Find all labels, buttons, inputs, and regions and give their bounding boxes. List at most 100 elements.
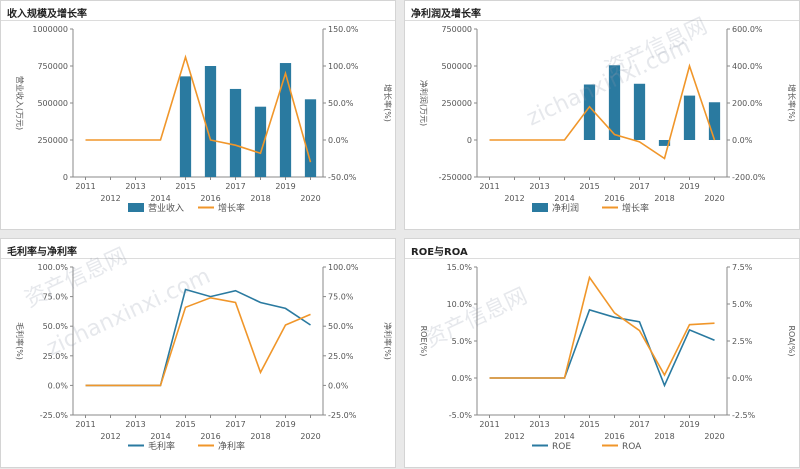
y-tick-label-left: 0	[63, 173, 68, 182]
series-line	[489, 275, 715, 379]
y-tick-label-left: 500000	[37, 99, 68, 108]
x-tick-label: 2017	[225, 420, 245, 429]
x-tick-label: 2014	[150, 194, 170, 203]
panel-title-roe: ROE与ROA	[411, 247, 468, 258]
y-tick-label-left: 0.0%	[48, 381, 69, 390]
x-tick-label: 2016	[604, 194, 624, 203]
y-tick-label-left: 25.0%	[43, 352, 69, 361]
y-tick-label-left: -250000	[439, 173, 472, 182]
x-tick-label: 2017	[629, 182, 649, 191]
x-tick-label: 2018	[250, 194, 270, 203]
legend-label: 增长率	[622, 202, 649, 214]
panel-divider	[405, 258, 799, 259]
y-axis-title-right: 增长率(%)	[787, 84, 797, 122]
y-tick-label-right: 75.0%	[328, 293, 354, 302]
legend-label: ROE	[552, 442, 571, 452]
y-tick-label-right: 200.0%	[732, 99, 763, 108]
x-tick-label: 2015	[175, 420, 195, 429]
legend-swatch	[532, 203, 548, 212]
y-axis-title-right: ROA(%)	[787, 325, 796, 356]
y-tick-label-right: 50.0%	[328, 322, 354, 331]
x-tick-label: 2018	[654, 432, 674, 441]
y-tick-label-left: 0.0%	[452, 374, 473, 383]
bar	[179, 76, 192, 177]
y-tick-label-right: -200.0%	[732, 173, 766, 182]
y-tick-label-left: 0	[467, 136, 472, 145]
legend-label: 毛利率	[148, 440, 175, 452]
y-tick-label-right: 0.0%	[328, 136, 349, 145]
y-axis-title-left: 营业收入(万元)	[15, 76, 25, 130]
legend-label: ROA	[622, 442, 642, 452]
legend-label: 增长率	[218, 202, 245, 214]
x-tick-label: 2011	[75, 420, 95, 429]
y-tick-label-right: 5.0%	[732, 300, 753, 309]
y-tick-label-right: 150.0%	[328, 25, 359, 34]
x-tick-label: 2020	[704, 432, 724, 441]
bar	[304, 99, 317, 177]
x-tick-label: 2019	[679, 420, 699, 429]
series-line	[85, 54, 312, 163]
x-tick-label: 2019	[275, 182, 295, 191]
legend-label: 净利润	[552, 202, 579, 214]
x-tick-label: 2016	[604, 432, 624, 441]
y-tick-label-left: 500000	[441, 62, 472, 71]
bar	[254, 106, 267, 177]
x-tick-label: 2013	[125, 420, 145, 429]
x-tick-label: 2018	[250, 432, 270, 441]
bar	[229, 88, 242, 177]
y-axis-title-right: 增长率(%)	[383, 84, 393, 122]
panel-title-margin: 毛利率与净利率	[7, 247, 77, 258]
y-tick-label-left: 750000	[37, 62, 68, 71]
y-tick-label-right: 100.0%	[328, 62, 359, 71]
x-tick-label: 2017	[629, 420, 649, 429]
bar	[608, 65, 621, 140]
legend-swatch	[128, 203, 144, 212]
roe-chart: -5.0% 0.0% 5.0% 10.0% 15.0% -2.5% 0.0% 2.5% 5.0%…	[419, 263, 796, 452]
y-tick-label-left: 50.0%	[43, 322, 69, 331]
bar	[683, 95, 696, 140]
y-tick-label-left: 100.0%	[37, 263, 68, 272]
y-tick-label-left: 1000000	[32, 25, 68, 34]
y-tick-label-right: -25.0%	[328, 411, 357, 420]
revenue-chart: 0 250000 500000 750000 1000000 -50.0% 0.0% 50.0…	[15, 25, 393, 214]
y-tick-label-right: 400.0%	[732, 62, 763, 71]
y-axis-title-right: 净利率(%)	[383, 322, 393, 360]
panel-revenue: 收入规模及增长率 0 250000 500000 750000 1000000 -50.0…	[0, 0, 396, 230]
y-tick-label-right: -2.5%	[732, 411, 756, 420]
x-tick-label: 2014	[554, 194, 574, 203]
y-tick-label-right: 25.0%	[328, 352, 354, 361]
y-tick-label-right: -50.0%	[328, 173, 357, 182]
y-tick-label-left: 5.0%	[452, 337, 473, 346]
x-tick-label: 2011	[75, 182, 95, 191]
y-tick-label-right: 7.5%	[732, 263, 753, 272]
x-tick-label: 2011	[479, 420, 499, 429]
legend-label: 净利率	[218, 440, 245, 452]
y-tick-label-left: -25.0%	[40, 411, 69, 420]
legend-label: 营业收入	[148, 202, 184, 214]
y-axis-title-left: 净利润(万元)	[419, 80, 429, 126]
x-tick-label: 2013	[529, 420, 549, 429]
y-tick-label-right: 50.0%	[328, 99, 354, 108]
y-tick-label-left: 15.0%	[447, 263, 473, 272]
y-tick-label-right: 2.5%	[732, 337, 753, 346]
x-tick-label: 2012	[504, 432, 524, 441]
panel-margin: 毛利率与净利率 -25.0% 0.0% 25.0% 50.0% 75.0% 100.0% -…	[0, 238, 396, 468]
x-tick-label: 2016	[200, 432, 220, 441]
x-tick-label: 2020	[300, 194, 320, 203]
y-axis-title-left: ROE(%)	[419, 326, 428, 357]
y-tick-label-right: 0.0%	[732, 374, 753, 383]
margin-chart: -25.0% 0.0% 25.0% 50.0% 75.0% 100.0% -25.0% 0.0…	[15, 263, 393, 452]
profit-chart: -250000 0 250000 500000 750000 -200.0% 0.0% 200…	[419, 25, 797, 214]
y-axis-title-left: 毛利率(%)	[15, 322, 25, 360]
bar	[583, 84, 596, 140]
panel-title-profit: 净利润及增长率	[411, 9, 481, 20]
x-tick-label: 2013	[125, 182, 145, 191]
series-line	[85, 288, 311, 387]
x-tick-label: 2017	[225, 182, 245, 191]
x-tick-label: 2012	[504, 194, 524, 203]
bar	[633, 83, 646, 140]
x-tick-label: 2020	[704, 194, 724, 203]
x-tick-label: 2016	[200, 194, 220, 203]
x-tick-label: 2019	[679, 182, 699, 191]
x-tick-label: 2020	[300, 432, 320, 441]
